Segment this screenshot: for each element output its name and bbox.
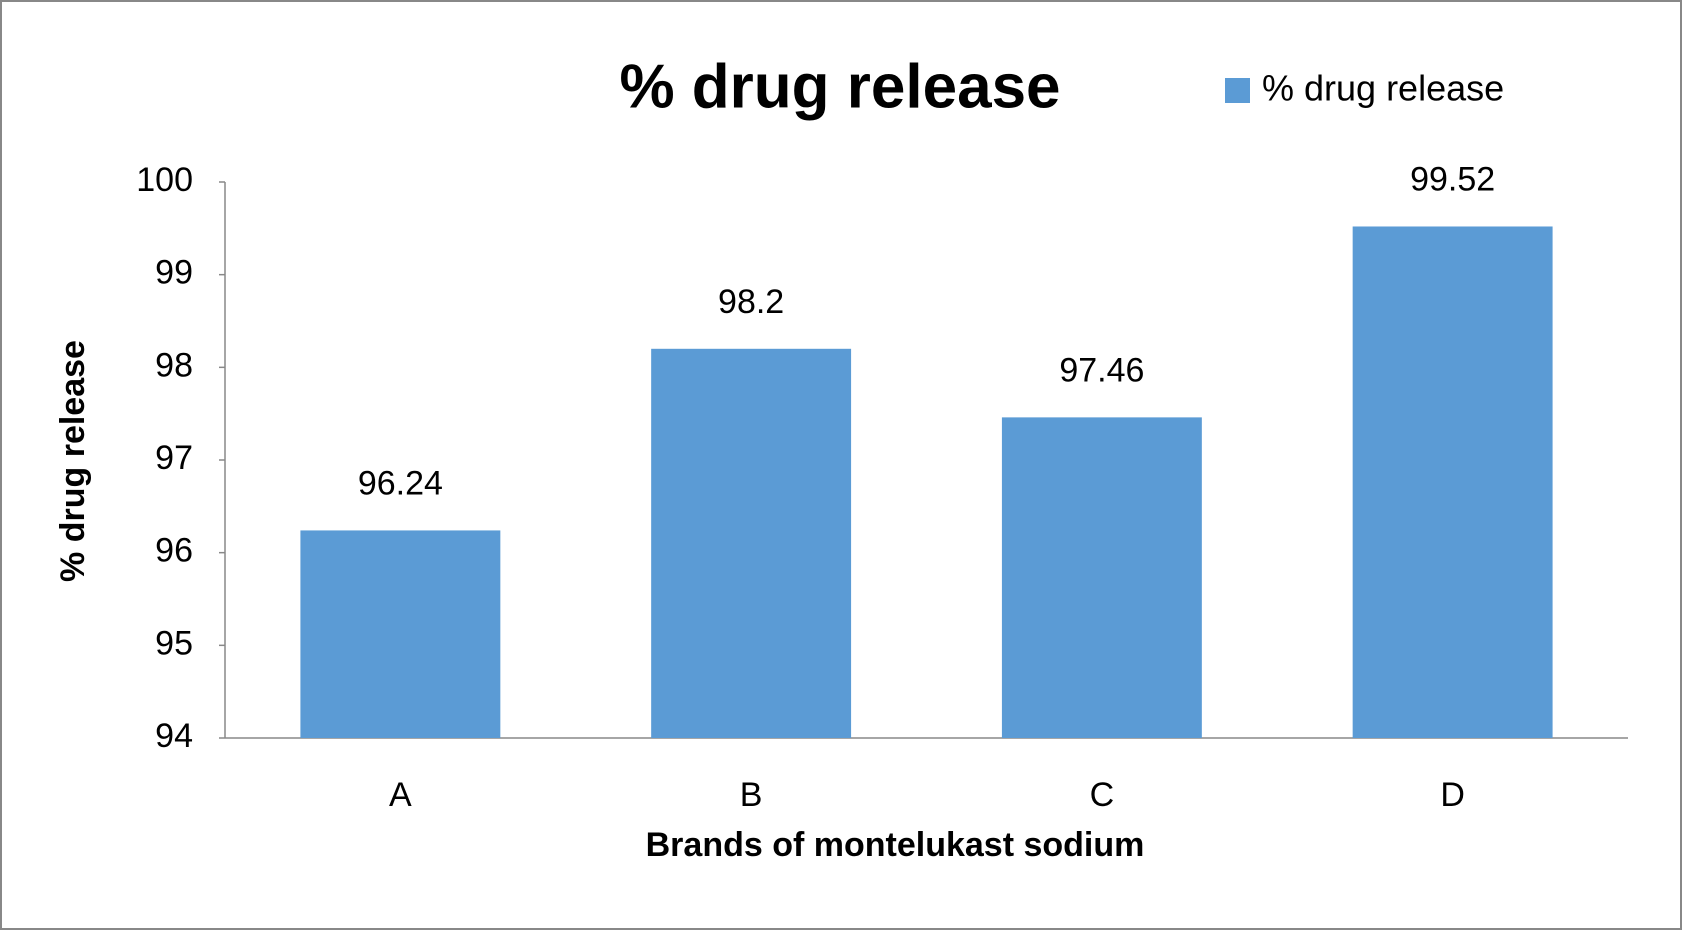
y-tick-label: 98 bbox=[155, 346, 193, 384]
y-axis-title: % drug release bbox=[54, 340, 92, 582]
x-tick-label: A bbox=[389, 776, 412, 814]
x-axis-title: Brands of montelukast sodium bbox=[646, 826, 1145, 864]
data-label: 96.24 bbox=[358, 464, 443, 502]
y-tick-label: 95 bbox=[155, 624, 193, 662]
x-tick-label: B bbox=[740, 776, 763, 814]
bar bbox=[1001, 417, 1202, 738]
legend-label: % drug release bbox=[1262, 68, 1504, 109]
y-tick-label: 96 bbox=[155, 532, 193, 570]
legend-swatch bbox=[1225, 78, 1250, 103]
x-tick-label: D bbox=[1440, 776, 1465, 814]
y-tick-label: 99 bbox=[155, 254, 193, 292]
bar bbox=[300, 530, 501, 738]
data-label: 98.2 bbox=[718, 283, 784, 321]
chart-title: % drug release bbox=[619, 52, 1060, 121]
data-label: 97.46 bbox=[1059, 351, 1144, 389]
y-tick-label: 94 bbox=[155, 717, 193, 755]
bar bbox=[651, 348, 852, 738]
y-tick-label: 100 bbox=[136, 161, 193, 199]
x-tick-label: C bbox=[1090, 776, 1115, 814]
bar bbox=[1352, 226, 1553, 739]
y-tick-label: 97 bbox=[155, 439, 193, 477]
data-label: 99.52 bbox=[1410, 160, 1495, 198]
